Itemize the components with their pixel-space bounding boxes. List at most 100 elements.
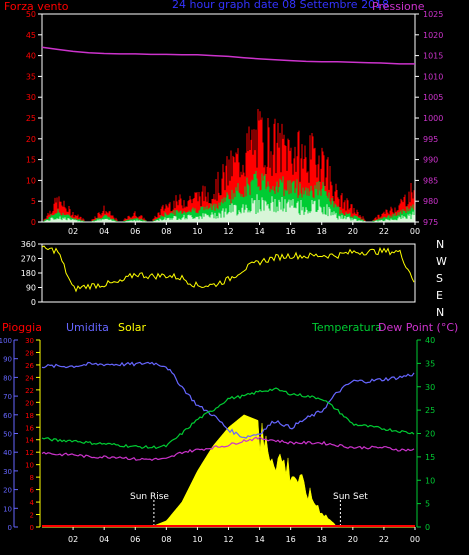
humidity-tick-label: 100: [0, 337, 12, 345]
compass-label: N: [436, 238, 444, 251]
weather-x-tick-label: 18: [317, 535, 327, 544]
rain-tick-label: 16: [25, 424, 34, 432]
direction-tick-label: 90: [26, 284, 36, 293]
rain-tick-label: 18: [25, 412, 34, 420]
weather-x-tick-label: 16: [286, 535, 296, 544]
rain-tick-label: 20: [25, 399, 34, 407]
humidity-line: [41, 361, 415, 439]
direction-tick-label: 0: [31, 298, 36, 307]
wind-tick-label: 35: [26, 72, 36, 81]
wind-tick-label: 20: [26, 135, 36, 144]
temperature-tick-label: 40: [425, 336, 435, 345]
weather-x-tick-label: 10: [192, 535, 202, 544]
rain-tick-label: 0: [30, 524, 34, 532]
direction-line: [41, 245, 415, 293]
wind-x-tick-label: 12: [223, 227, 233, 236]
compass-label: E: [436, 289, 443, 302]
rain-tick-label: 4: [30, 499, 35, 507]
sun-rise-label: Sun Rise: [130, 492, 169, 502]
weather-x-tick-label: 20: [348, 535, 358, 544]
temperature-tick-label: 20: [425, 430, 435, 439]
weather-x-tick-label: 22: [379, 535, 389, 544]
rain-tick-label: 22: [25, 387, 34, 395]
wind-x-tick-label: 14: [254, 227, 264, 236]
humidity-tick-label: 0: [8, 524, 12, 532]
weather-x-tick-label: 02: [68, 535, 78, 544]
pressure-tick-label: 995: [423, 135, 438, 144]
wind-x-tick-label: 04: [99, 227, 109, 236]
rain-tick-label: 30: [25, 337, 34, 345]
wind-tick-label: 30: [26, 93, 36, 102]
humidity-tick-label: 80: [3, 374, 12, 382]
rain-tick-label: 28: [25, 349, 34, 357]
wind-tick-label: 0: [31, 218, 36, 227]
pressure-tick-label: 1020: [423, 31, 443, 40]
wind-tick-label: 25: [26, 114, 36, 123]
humidity-tick-label: 10: [3, 505, 12, 513]
temperature-tick-label: 0: [425, 523, 430, 532]
wind-x-tick-label: 00: [410, 227, 420, 236]
wind-x-tick-label: 22: [379, 227, 389, 236]
wind-axis-label: Forza vento: [4, 0, 69, 13]
wind-x-tick-label: 08: [161, 227, 171, 236]
wind-tick-label: 45: [26, 31, 36, 40]
weather-x-tick-label: 04: [99, 535, 109, 544]
rain-tick-label: 10: [25, 462, 34, 470]
wind-x-tick-label: 16: [286, 227, 296, 236]
pressure-tick-label: 990: [423, 156, 438, 165]
wind-x-tick-label: 02: [68, 227, 78, 236]
weather-x-tick-label: 06: [130, 535, 140, 544]
rain-axis-label: Pioggia: [2, 321, 42, 334]
solar-axis-label: Solar: [118, 321, 147, 334]
weather-x-tick-label: 14: [254, 535, 264, 544]
weather-x-tick-label: 00: [410, 535, 420, 544]
wind-x-tick-label: 10: [192, 227, 202, 236]
direction-tick-label: 180: [21, 269, 36, 278]
temperature-tick-label: 15: [425, 453, 435, 462]
rain-tick-label: 14: [25, 437, 34, 445]
rain-tick-label: 24: [25, 374, 34, 382]
pressure-line: [41, 46, 415, 65]
humidity-axis-label: Umidita: [66, 321, 109, 334]
pressure-tick-label: 1000: [423, 114, 443, 123]
temperature-axis-label: Temperatura: [311, 321, 382, 334]
dewpoint-line: [41, 436, 415, 462]
humidity-tick-label: 20: [3, 487, 12, 495]
graph-title: 24 hour graph date 08 Settembre 2018: [172, 0, 389, 11]
humidity-tick-label: 70: [3, 393, 12, 401]
pressure-tick-label: 975: [423, 218, 438, 227]
wind-tick-label: 50: [26, 10, 36, 19]
compass-label: N: [436, 306, 444, 319]
wind-x-tick-label: 20: [348, 227, 358, 236]
rain-tick-label: 26: [25, 362, 34, 370]
weather-x-tick-label: 12: [223, 535, 233, 544]
pressure-axis-label: Pressione: [372, 0, 425, 13]
sun-set-label: Sun Set: [333, 492, 368, 502]
wind-tick-label: 40: [26, 52, 36, 61]
weather-x-tick-label: 08: [161, 535, 171, 544]
compass-label: S: [436, 272, 443, 285]
compass-label: W: [436, 255, 447, 268]
direction-frame: [41, 243, 416, 303]
dewpoint-axis-label: Dew Point (°C): [378, 321, 458, 334]
pressure-tick-label: 985: [423, 176, 438, 185]
rain-tick-label: 8: [30, 474, 34, 482]
rain-tick-label: 2: [30, 512, 34, 520]
pressure-tick-label: 980: [423, 197, 438, 206]
wind-x-tick-label: 06: [130, 227, 140, 236]
humidity-tick-label: 40: [3, 449, 12, 457]
temperature-tick-label: 35: [425, 359, 435, 368]
direction-tick-label: 360: [21, 240, 36, 249]
pressure-tick-label: 1010: [423, 72, 443, 81]
solar-area: [42, 414, 415, 528]
temperature-tick-label: 30: [425, 383, 435, 392]
pressure-tick-label: 1015: [423, 52, 443, 61]
direction-tick-label: 270: [21, 255, 36, 264]
humidity-tick-label: 60: [3, 412, 12, 420]
humidity-tick-label: 30: [3, 468, 12, 476]
wind-tick-label: 10: [26, 176, 36, 185]
pressure-tick-label: 1005: [423, 93, 443, 102]
temperature-line: [41, 387, 415, 450]
wind-tick-label: 5: [31, 197, 36, 206]
